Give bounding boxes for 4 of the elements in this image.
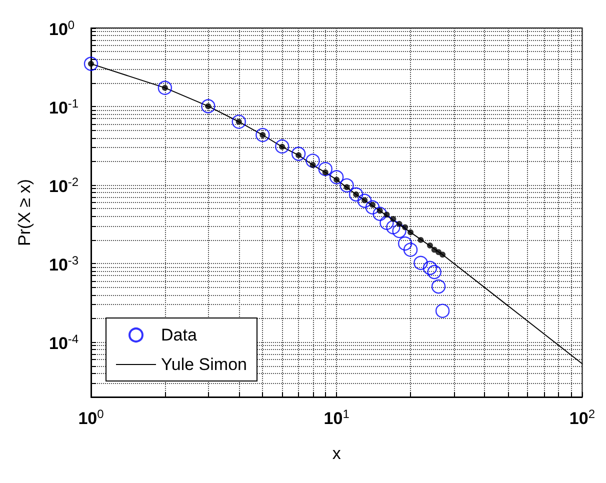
legend-label: Data bbox=[161, 326, 198, 344]
x-axis-title: x bbox=[332, 444, 342, 463]
y-axis-title: Pr(X ≥ x) bbox=[15, 179, 34, 246]
legend-label: Yule Simon bbox=[161, 355, 247, 374]
